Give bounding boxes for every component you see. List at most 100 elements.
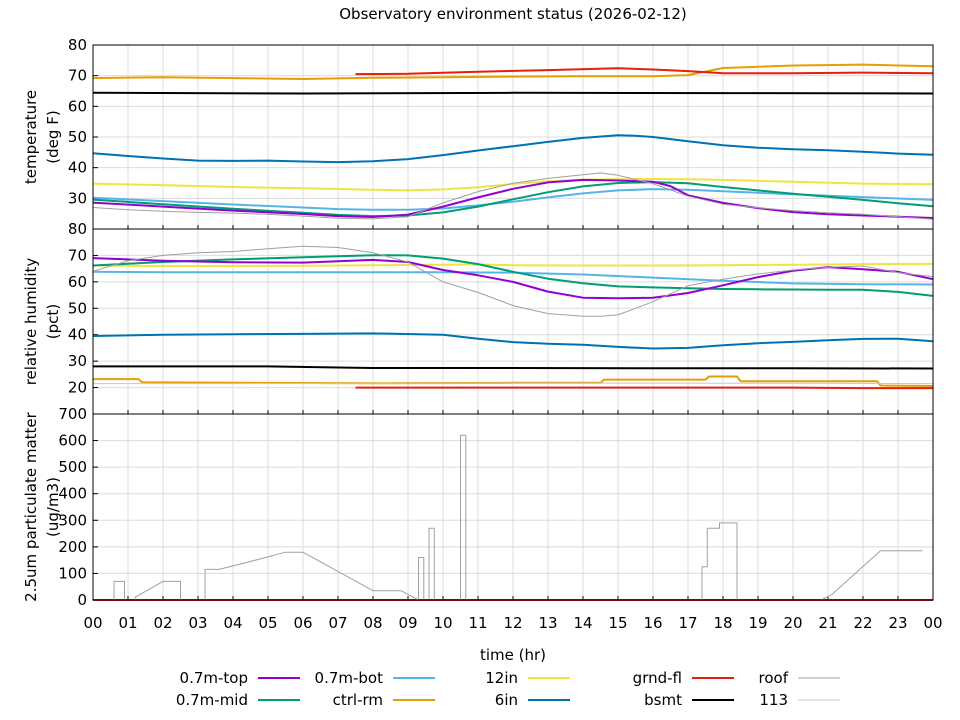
x-tick-label: 08 [363, 614, 382, 632]
legend-label: 0.7m-top [180, 669, 248, 687]
legend-item-0.7m-top: 0.7m-top [180, 669, 300, 687]
y-tick-label: 500 [58, 458, 87, 476]
y-axis-label: relative humidity [22, 258, 40, 386]
y-tick-label: 80 [68, 220, 87, 238]
x-tick-label: 11 [468, 614, 487, 632]
series-line-roof [92, 172, 934, 220]
x-tick-labels: 00 01 02 03 04 05 06 07 08 09 10 11 12 13 14 15 16 17 18 19… [83, 614, 942, 632]
x-tick-label: 07 [328, 614, 347, 632]
legend-label: grnd-fl [633, 669, 682, 687]
panel-1: 30 40 50 60 70 80 temperature (deg F) [22, 36, 934, 230]
legend: 0.7m-top 0.7m-bot 12in grnd-fl roof 0.7m-mid c… [176, 669, 840, 709]
y-tick-label: 50 [68, 128, 87, 146]
chart-title: Observatory environment status (2026-02-… [339, 5, 687, 23]
y-tick-label: 600 [58, 432, 87, 450]
series-line-bsmt [92, 91, 934, 95]
y-axis-label: 2.5um particulate matter [22, 411, 40, 601]
x-tick-label: 22 [853, 614, 872, 632]
series-line-12in [92, 262, 934, 267]
legend-item-113: 113 [759, 691, 840, 709]
legend-label: 12in [485, 669, 518, 687]
y-tick-label: 400 [58, 485, 87, 503]
y-tick-label: 300 [58, 511, 87, 529]
series-line-grnd-fl [355, 67, 934, 76]
y-tick-label: 30 [68, 352, 87, 370]
legend-item-0.7m-mid: 0.7m-mid [176, 691, 300, 709]
y-tick-label: 700 [58, 405, 87, 423]
legend-label: bsmt [644, 691, 682, 709]
x-tick-label: 17 [678, 614, 697, 632]
series-line-roof [93, 434, 923, 601]
series-line-ctrl-rm [93, 375, 934, 387]
legend-item-0.7m-bot: 0.7m-bot [315, 669, 435, 687]
x-tick-label: 16 [643, 614, 662, 632]
x-tick-label: 13 [538, 614, 557, 632]
x-tick-label: 20 [783, 614, 802, 632]
y-axis-label: (ug/m3) [44, 477, 62, 537]
y-tick-label: 60 [68, 273, 87, 291]
panel-frame [92, 413, 934, 601]
x-tick-label: 00 [923, 614, 942, 632]
series-line-roof [92, 245, 934, 317]
legend-item-6in: 6in [495, 691, 570, 709]
chart-panels: 30 40 50 60 70 80 temperature (deg F) 20 30 40 50 60… [22, 36, 934, 609]
series-line-6in [92, 134, 934, 164]
legend-item-roof: roof [759, 669, 840, 687]
x-tick-label: 18 [713, 614, 732, 632]
legend-label: 113 [759, 691, 788, 709]
x-tick-label: 19 [748, 614, 767, 632]
x-tick-label: 00 [83, 614, 102, 632]
x-tick-label: 15 [608, 614, 627, 632]
series-line-grnd-fl [355, 386, 933, 390]
y-tick-label: 80 [68, 36, 87, 54]
y-tick-label: 40 [68, 159, 87, 177]
panel-2: 20 30 40 50 60 70 80 relative humidity (pct) [22, 220, 934, 415]
series-line-12in [92, 178, 934, 192]
legend-label: ctrl-rm [333, 691, 383, 709]
x-tick-label: 10 [433, 614, 452, 632]
x-tick-label: 14 [573, 614, 592, 632]
y-tick-label: 70 [68, 246, 87, 264]
series-line-ctrl-rm [92, 63, 934, 80]
x-tick-label: 05 [258, 614, 277, 632]
y-axis-label: (deg F) [44, 110, 62, 163]
x-axis-label: time (hr) [480, 646, 546, 664]
legend-label: 0.7m-bot [315, 669, 384, 687]
legend-label: roof [759, 669, 789, 687]
y-axis-label: (pct) [44, 304, 62, 339]
y-tick-label: 0 [77, 591, 87, 609]
series-line-0.7m-mid [92, 181, 934, 218]
legend-item-ctrl-rm: ctrl-rm [333, 691, 435, 709]
y-tick-label: 200 [58, 538, 87, 556]
series-line-113 [93, 382, 934, 385]
legend-item-12in: 12in [485, 669, 570, 687]
y-tick-label: 20 [68, 379, 87, 397]
y-tick-label: 100 [58, 564, 87, 582]
x-tick-label: 01 [118, 614, 137, 632]
x-tick-label: 06 [293, 614, 312, 632]
y-tick-label: 40 [68, 326, 87, 344]
series-line-bsmt [93, 365, 934, 370]
x-tick-label: 09 [398, 614, 417, 632]
series-line-0.7m-bot [92, 188, 934, 211]
y-tick-label: 30 [68, 189, 87, 207]
x-tick-label: 03 [188, 614, 207, 632]
x-tick-label: 21 [818, 614, 837, 632]
x-tick-label: 02 [153, 614, 172, 632]
legend-label: 6in [495, 691, 518, 709]
y-tick-label: 60 [68, 97, 87, 115]
x-tick-label: 23 [888, 614, 907, 632]
legend-label: 0.7m-mid [176, 691, 248, 709]
y-tick-label: 70 [68, 67, 87, 85]
x-tick-label: 04 [223, 614, 242, 632]
legend-item-grnd-fl: grnd-fl [633, 669, 734, 687]
legend-item-bsmt: bsmt [644, 691, 734, 709]
series-line-0.7m-top [92, 178, 934, 219]
x-tick-label: 12 [503, 614, 522, 632]
series-line-0.7m-mid [92, 254, 934, 297]
y-tick-label: 50 [68, 299, 87, 317]
series-line-6in [92, 332, 934, 350]
panel-3: 0 100 200 300 400 500 600 700 2.5um particulate … [22, 405, 934, 609]
y-axis-label: temperature [22, 90, 40, 184]
